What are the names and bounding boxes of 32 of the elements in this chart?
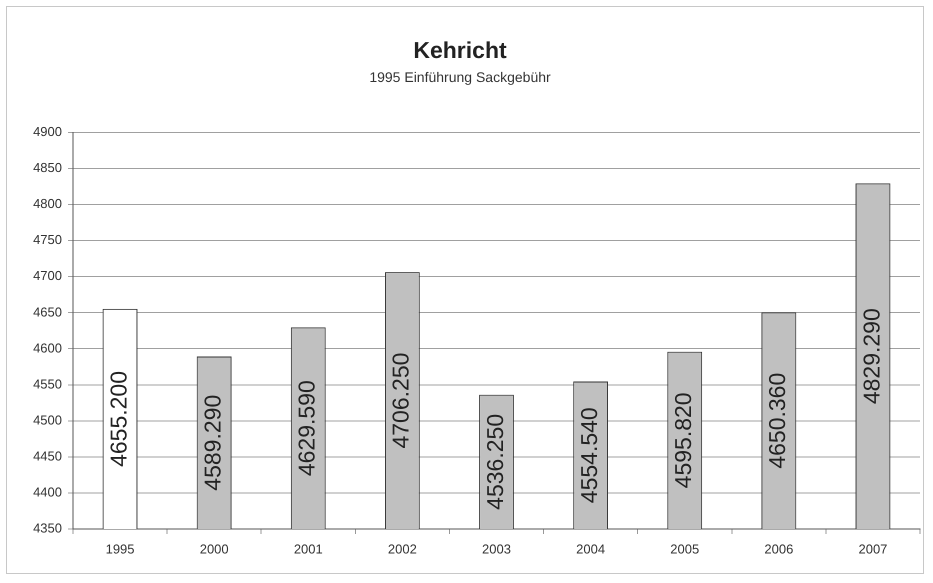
y-tick-label: 4350: [33, 520, 62, 536]
y-tick-label: 4850: [33, 160, 62, 176]
y-tick-label: 4500: [33, 412, 62, 428]
data-label: 4706.250: [388, 352, 414, 449]
data-label: 4536.250: [482, 414, 508, 510]
x-tick-label: 2005: [670, 541, 700, 556]
y-tick-label: 4600: [33, 340, 62, 356]
y-tick-label: 4800: [33, 196, 62, 212]
x-tick-label: 2006: [764, 541, 794, 556]
x-tick-label: 2002: [388, 541, 417, 556]
data-label: 4589.290: [200, 394, 226, 491]
y-tick-label: 4550: [33, 376, 62, 392]
y-tick-label: 4700: [33, 268, 62, 284]
x-tick-label: 2001: [294, 541, 323, 556]
y-tick-label: 4450: [33, 448, 62, 464]
chart-title: Kehricht: [413, 37, 507, 64]
x-tick-label: 2000: [200, 541, 229, 556]
x-tick-label: 1995: [106, 541, 135, 556]
data-label: 4595.820: [670, 392, 696, 488]
data-label: 4629.590: [294, 380, 320, 476]
data-label: 4650.360: [764, 372, 790, 469]
y-tick-label: 4650: [33, 304, 62, 320]
x-tick-label: 2003: [482, 541, 511, 556]
chart-subtitle: 1995 Einführung Sackgebühr: [369, 68, 552, 85]
data-label: 4829.290: [858, 308, 884, 404]
x-tick-label: 2004: [576, 541, 606, 556]
y-tick-label: 4750: [33, 232, 62, 248]
x-tick-label: 2007: [858, 541, 888, 556]
data-label: 4655.200: [105, 370, 132, 467]
y-tick-label: 4900: [33, 124, 62, 139]
data-label: 4554.540: [576, 407, 602, 504]
y-tick-label: 4400: [33, 484, 62, 500]
